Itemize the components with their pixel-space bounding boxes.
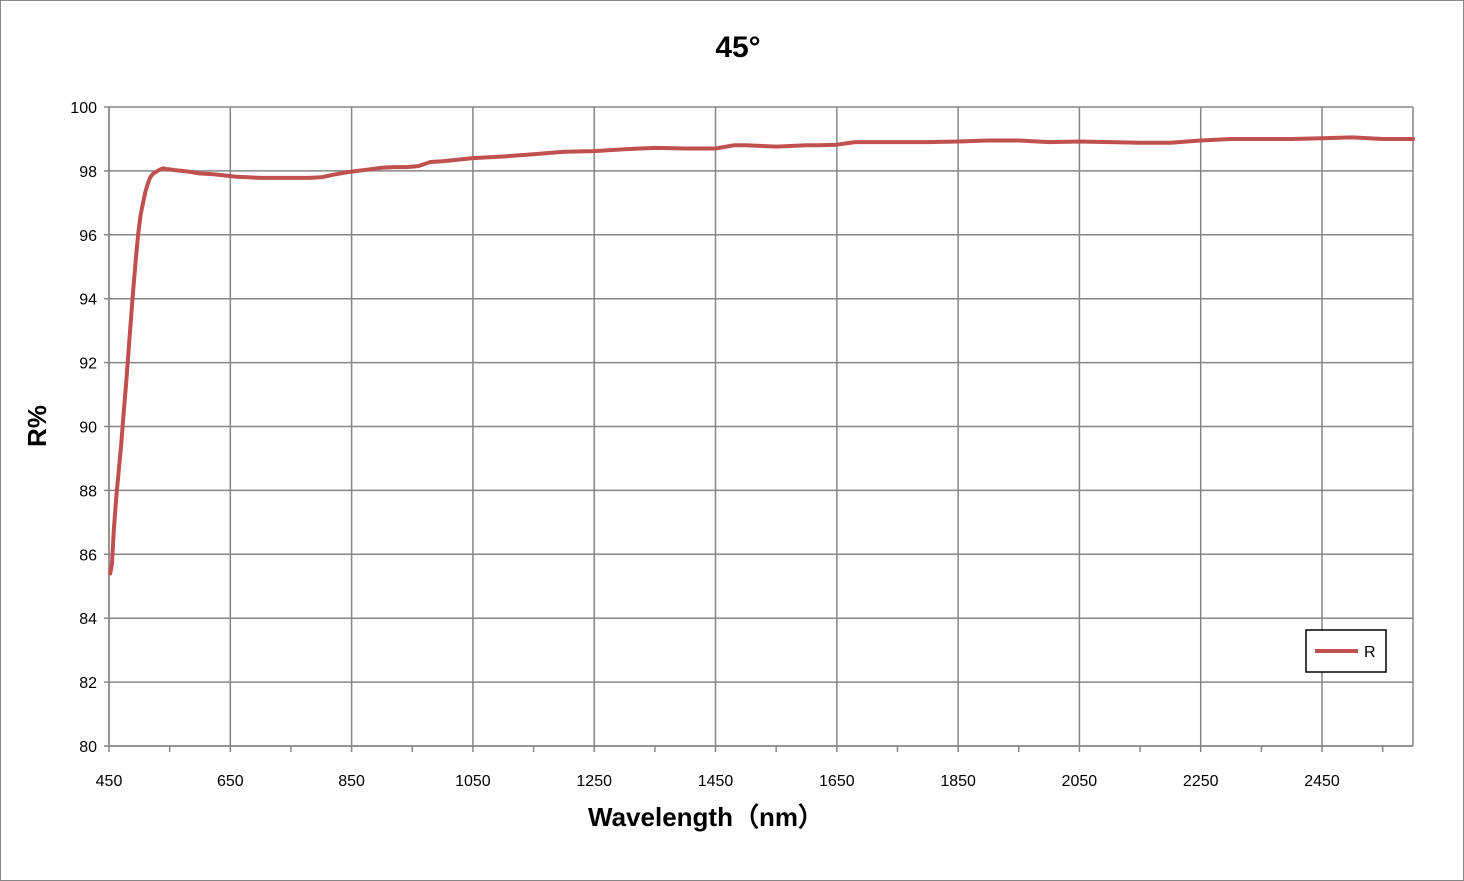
x-tick-label: 650 xyxy=(217,773,244,790)
x-tick-label: 2050 xyxy=(1062,773,1098,790)
y-tick-labels: 80 82 84 86 88 90 92 94 96 98 100 xyxy=(70,100,97,756)
x-tick-label: 2250 xyxy=(1183,773,1219,790)
y-tick-label: 98 xyxy=(79,164,97,181)
y-tick-label: 96 xyxy=(79,228,97,245)
series-layer xyxy=(108,135,1415,576)
legend: R xyxy=(1305,629,1387,673)
y-tick-label: 82 xyxy=(79,675,97,692)
x-tick-label: 1050 xyxy=(455,773,491,790)
series-line-r xyxy=(108,135,1415,576)
y-tick-label: 88 xyxy=(79,483,97,500)
y-tick-label: 92 xyxy=(79,356,97,373)
y-tick-label: 94 xyxy=(79,292,97,309)
y-tick-label: 86 xyxy=(79,547,97,564)
y-gridlines xyxy=(109,106,1413,747)
axes xyxy=(104,106,1414,752)
legend-label-r: R xyxy=(1364,644,1376,661)
y-tick-label: 84 xyxy=(79,611,97,628)
x-tick-label: 1850 xyxy=(940,773,976,790)
x-tick-label: 2450 xyxy=(1304,773,1340,790)
x-tick-label: 1650 xyxy=(819,773,855,790)
y-tick-label: 100 xyxy=(70,100,97,117)
x-tick-label: 850 xyxy=(338,773,365,790)
y-tick-label: 90 xyxy=(79,420,97,437)
x-tick-label: 1250 xyxy=(576,773,612,790)
x-tick-labels: 450 650 850 1050 1250 1450 1650 1850 2050 2250 245… xyxy=(96,773,1340,790)
x-axis-title: Wavelength（nm） xyxy=(588,802,824,832)
x-tick-label: 1450 xyxy=(698,773,734,790)
chart-title: 45° xyxy=(715,31,760,64)
y-tick-label: 80 xyxy=(79,739,97,756)
y-axis-title: R% xyxy=(22,405,52,447)
x-tick-label: 450 xyxy=(96,773,123,790)
